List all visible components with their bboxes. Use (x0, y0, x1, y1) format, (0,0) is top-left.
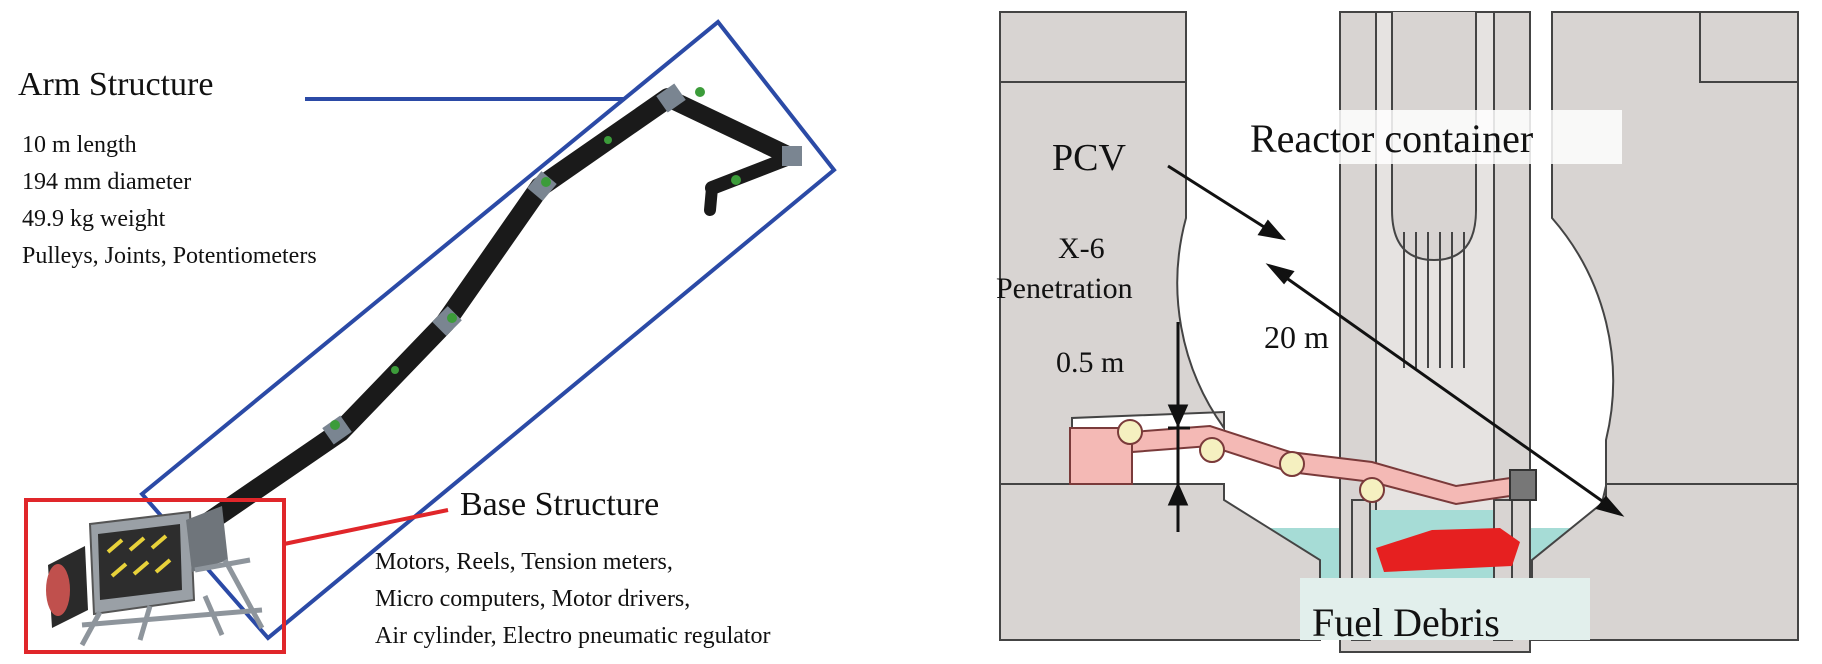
span-dimension (1265, 263, 1625, 517)
arm-structure-box (139, 19, 837, 641)
pcv-pointer (1167, 164, 1286, 241)
debris-label-bg (1300, 578, 1590, 640)
arm-joint-marker (541, 177, 551, 187)
base-spec-line-2: Micro computers, Motor drivers, (375, 586, 691, 612)
gap-dimension (1167, 322, 1190, 532)
arm-joint (432, 306, 462, 336)
x6-label-line2: Penetration (996, 272, 1133, 305)
base-structure-box (24, 498, 286, 654)
arm-joint-marker (604, 136, 612, 144)
fuel-debris (1376, 528, 1520, 572)
arm-joint-marker (447, 313, 457, 323)
arm-joint (656, 83, 686, 113)
floor-right (1531, 483, 1799, 641)
arm-joints (322, 83, 802, 445)
gap-label: 0.5 m (1056, 346, 1124, 379)
floor-left (999, 483, 1321, 641)
fuel-rods (1403, 232, 1465, 368)
x6-label-line1: X-6 (1058, 232, 1105, 265)
arm-joint-marker (391, 366, 399, 374)
arm-joint-marker (330, 420, 340, 430)
arm-joint (782, 146, 802, 166)
base-machine (46, 506, 265, 647)
pcv-label: PCV (1052, 137, 1126, 179)
reactor-diagram (999, 11, 1799, 653)
debris-label: Fuel Debris (1312, 600, 1500, 645)
arm-joint-marker (695, 87, 705, 97)
base-structure-title: Base Structure (460, 486, 660, 523)
arm-spec-diameter: 194 mm diameter (22, 169, 192, 195)
arm-structure-title: Arm Structure (18, 66, 214, 103)
pcv-arm-joints (1117, 419, 1385, 503)
arm-joint-marker (731, 175, 741, 185)
arm-specs-list: 10 m length 194 mm diameter 49.9 kg weig… (22, 127, 317, 275)
arm-spec-components: Pulleys, Joints, Potentiometers (22, 243, 317, 269)
arm-spec-length: 10 m length (22, 132, 137, 158)
reactor-label: Reactor container (1250, 116, 1533, 161)
structure-block (1699, 11, 1799, 83)
base-specs-list: Motors, Reels, Tension meters, Micro com… (375, 544, 771, 655)
arm-spec-weight: 49.9 kg weight (22, 206, 166, 232)
span-label: 20 m (1264, 319, 1329, 355)
arm-joint (322, 415, 352, 445)
base-leader-line (283, 508, 449, 546)
reactor-label-bg (1236, 110, 1622, 164)
base-spec-line-1: Motors, Reels, Tension meters, (375, 549, 673, 575)
pcv-arm-tool (1509, 469, 1537, 501)
structure-block (999, 11, 1187, 83)
base-spec-line-3: Air cylinder, Electro pneumatic regulato… (375, 623, 771, 649)
